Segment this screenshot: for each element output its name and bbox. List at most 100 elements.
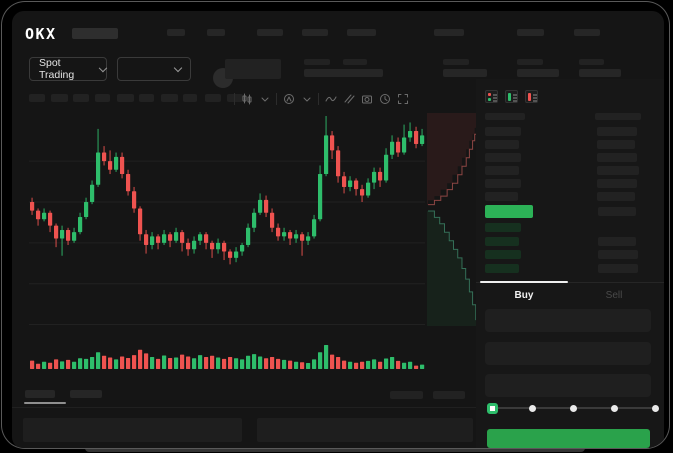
bid-amount-skeleton[interactable] (598, 250, 638, 260)
book-bids-icon[interactable] (505, 90, 518, 103)
ask-price-skeleton[interactable] (485, 192, 518, 201)
bottom-tab-skeleton[interactable] (25, 390, 55, 398)
ask-price-skeleton[interactable] (485, 127, 521, 136)
ask-amount-skeleton[interactable] (597, 166, 639, 175)
orders-table-skeleton (23, 418, 242, 442)
slider-stop-dot[interactable] (651, 404, 659, 412)
candle-body (60, 229, 65, 239)
bid-amount-skeleton[interactable] (598, 236, 636, 246)
bid-price-skeleton[interactable] (485, 263, 519, 273)
book-combined-icon[interactable] (485, 90, 498, 103)
book-asks-icon[interactable] (525, 90, 538, 103)
ask-amount-skeleton[interactable] (597, 140, 635, 149)
volume-bar (234, 358, 239, 369)
depth-bids-area (427, 210, 478, 326)
candle-body (216, 242, 221, 250)
chevron-down-icon (173, 63, 183, 72)
volume-bar (402, 362, 407, 369)
nav-item-skeleton[interactable] (207, 29, 225, 36)
market-type-dropdown[interactable]: Spot Trading (29, 57, 108, 81)
ask-price-skeleton[interactable] (485, 140, 519, 149)
history-icon[interactable] (378, 93, 391, 106)
trade-tabs-divider (476, 282, 664, 283)
order-input-skeleton[interactable] (485, 309, 651, 332)
candle-body (96, 152, 101, 185)
ask-amount-skeleton[interactable] (597, 127, 637, 136)
ask-price-skeleton[interactable] (485, 166, 519, 175)
timeframe-skeleton[interactable] (205, 94, 221, 102)
candle-body (276, 227, 281, 237)
ask-price-skeleton[interactable] (485, 153, 521, 162)
candle-body (210, 242, 215, 250)
volume-bar (264, 358, 269, 369)
slider-stop-dot[interactable] (570, 404, 577, 412)
volume-bar (156, 358, 161, 369)
timeframe-skeleton[interactable] (73, 94, 89, 102)
app-screen: OKX Spot Trading Buy (12, 11, 664, 448)
timeframe-skeleton[interactable] (29, 94, 45, 102)
slider-stop-dot[interactable] (610, 404, 618, 412)
nav-item-skeleton[interactable] (434, 29, 464, 36)
ask-price-skeleton[interactable] (485, 179, 521, 188)
timeframe-skeleton[interactable] (139, 94, 154, 102)
bid-price-skeleton[interactable] (485, 236, 519, 246)
candle-body (330, 135, 335, 151)
candle-body (396, 141, 401, 153)
timeframe-skeleton[interactable] (117, 94, 134, 102)
candles-icon[interactable] (240, 93, 253, 106)
line-style-icon[interactable] (324, 93, 337, 106)
order-input-skeleton[interactable] (485, 374, 651, 397)
nav-item-skeleton[interactable] (302, 29, 328, 36)
chevron-down-icon[interactable] (300, 93, 313, 106)
candle-body (402, 137, 407, 153)
ask-amount-skeleton[interactable] (597, 179, 637, 188)
ask-amount-skeleton[interactable] (597, 192, 635, 201)
tab-sell[interactable]: Sell (605, 289, 623, 301)
nav-item-skeleton[interactable] (517, 29, 544, 36)
bid-price-skeleton[interactable] (485, 250, 521, 260)
slider-handle[interactable] (486, 402, 498, 414)
compare-icon[interactable] (342, 93, 355, 106)
candlestick-chart (29, 116, 425, 326)
timeframe-skeleton[interactable] (95, 94, 110, 102)
last-price-bar[interactable] (485, 205, 533, 218)
pair-selector-dropdown[interactable] (117, 57, 191, 81)
candle-body (132, 191, 137, 209)
tab-buy[interactable]: Buy (514, 289, 534, 301)
candle-body (126, 174, 131, 192)
fullscreen-icon[interactable] (396, 93, 409, 106)
bottom-action-skeleton[interactable] (433, 391, 465, 399)
nav-item-skeleton[interactable] (257, 29, 283, 36)
timeframe-skeleton[interactable] (51, 94, 68, 102)
volume-bar (66, 359, 71, 369)
buy-submit-button[interactable] (487, 429, 650, 448)
bottom-tab-skeleton[interactable] (70, 390, 102, 398)
bid-amount-skeleton[interactable] (598, 263, 638, 273)
order-input-skeleton[interactable] (485, 342, 651, 365)
candle-body (264, 199, 269, 213)
volume-bar (138, 349, 143, 369)
candle-body (408, 131, 413, 138)
nav-item-skeleton[interactable] (574, 29, 600, 36)
toolbar-separator (234, 93, 235, 105)
ask-amount-skeleton[interactable] (597, 153, 637, 162)
volume-bar (96, 352, 101, 369)
bid-price-skeleton[interactable] (485, 223, 521, 232)
indicator-icon[interactable] (282, 93, 295, 106)
volume-bar (228, 357, 233, 369)
timeframe-skeleton[interactable] (161, 94, 178, 102)
nav-item-skeleton[interactable] (347, 29, 376, 36)
timeframe-skeleton[interactable] (227, 94, 243, 102)
slider-stop-dot[interactable] (529, 404, 537, 412)
timeframe-skeleton[interactable] (183, 94, 197, 102)
bottom-action-skeleton[interactable] (390, 391, 423, 399)
stat-label-skeleton (517, 59, 543, 65)
volume-bar (366, 360, 371, 369)
volume-bar (144, 353, 149, 369)
candle-body (342, 176, 347, 187)
nav-item-skeleton[interactable] (167, 29, 185, 36)
stat-label-skeleton (304, 59, 330, 65)
active-tab-underline (24, 402, 66, 404)
camera-icon[interactable] (360, 93, 373, 106)
chevron-down-icon[interactable] (258, 93, 271, 106)
